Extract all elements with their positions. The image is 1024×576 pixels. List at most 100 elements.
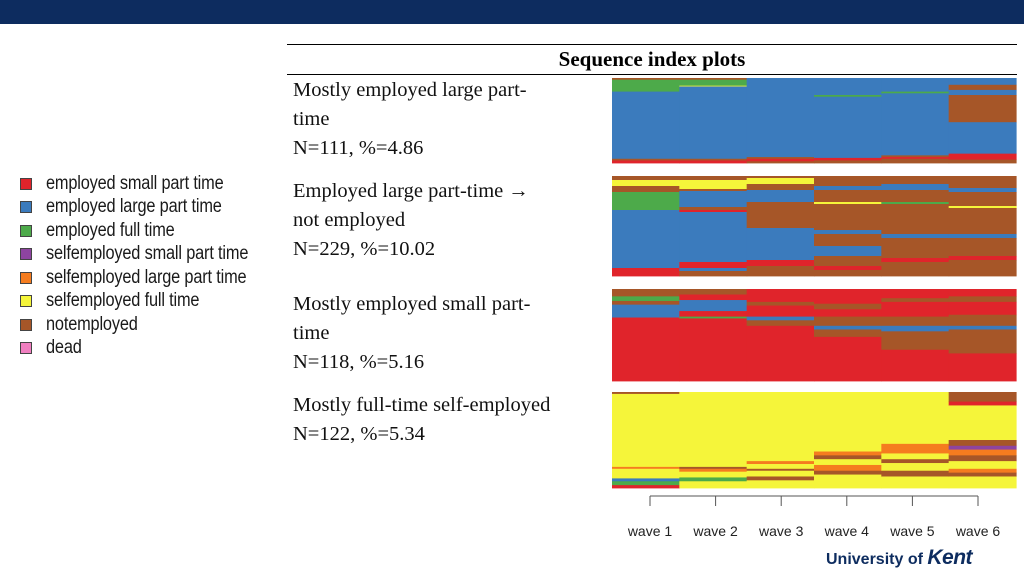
- sequence-band: [612, 192, 680, 211]
- sequence-band: [948, 476, 1017, 489]
- sequence-band: [679, 268, 748, 272]
- sequence-band: [881, 325, 950, 332]
- sequence-band: [948, 455, 1017, 462]
- sequence-band: [612, 79, 680, 92]
- sequence-band: [948, 260, 1017, 277]
- sequence-band: [612, 176, 680, 181]
- sequence-band: [814, 96, 882, 159]
- sequence-band: [679, 191, 748, 208]
- sequence-band: [814, 325, 882, 330]
- sequence-band: [746, 184, 815, 191]
- sequence-band: [746, 178, 815, 185]
- sequence-band: [881, 158, 950, 164]
- sequence-band: [679, 86, 748, 160]
- sequence-band: [612, 317, 680, 382]
- sequence-band: [881, 258, 950, 263]
- sequence-band: [679, 271, 748, 277]
- cluster-2-label: Employed large part-time → not employed …: [293, 177, 603, 264]
- sequence-band: [881, 453, 950, 460]
- sequence-band: [881, 301, 950, 317]
- legend-item-eft: employed full time: [20, 219, 281, 243]
- legend-swatch: [20, 271, 32, 284]
- sequence-band: [881, 91, 950, 94]
- sequence-band: [679, 210, 748, 213]
- sequence-band: [948, 153, 1017, 160]
- sequence-band: [746, 266, 815, 277]
- sequence-band: [679, 311, 748, 317]
- legend-label: employed large part time: [46, 196, 222, 218]
- cluster-1-stats: N=111, %=4.86: [293, 137, 424, 159]
- sequence-band: [948, 89, 1017, 96]
- sequence-band: [948, 159, 1017, 164]
- sequence-band: [814, 289, 882, 305]
- sequence-band: [881, 262, 950, 277]
- sequence-band: [814, 329, 882, 338]
- sequence-band: [881, 298, 950, 303]
- sequence-band: [948, 289, 1017, 297]
- chart-title: Sequence index plots: [558, 47, 746, 71]
- sequence-band: [948, 472, 1017, 477]
- sequence-band: [814, 474, 882, 489]
- sequence-band: [814, 336, 882, 382]
- sequence-band: [679, 392, 748, 468]
- sequence-band: [679, 176, 748, 181]
- sequence-band: [881, 78, 950, 92]
- sequence-band: [948, 468, 1017, 474]
- sequence-band: [612, 186, 680, 193]
- sequence-band: [612, 304, 680, 318]
- legend-swatch: [20, 224, 32, 237]
- legend-swatch: [20, 248, 32, 261]
- cluster-2-line: Employed large part-time →: [293, 180, 529, 202]
- sequence-band: [814, 455, 882, 460]
- sequence-band: [881, 289, 950, 299]
- legend-item-slp: selfemployed large part time: [20, 266, 281, 290]
- sequence-band: [746, 461, 815, 465]
- sequence-band: [612, 300, 680, 306]
- sequence-band: [881, 157, 950, 160]
- sequence-band: [679, 79, 748, 87]
- sequence-band: [746, 157, 815, 160]
- sequence-band: [679, 78, 748, 81]
- sequence-band: [746, 476, 815, 481]
- title-rule-top: [287, 44, 1017, 45]
- sequence-band: [612, 78, 680, 81]
- legend-swatch: [20, 201, 32, 214]
- sequence-band: [679, 180, 748, 190]
- legend-item-elp: employed large part time: [20, 196, 281, 220]
- sequence-band: [948, 301, 1017, 316]
- sequence-band: [679, 160, 748, 164]
- sequence-band: [881, 331, 950, 351]
- sequence-band: [612, 160, 680, 164]
- sequence-band: [814, 246, 882, 257]
- sequence-band: [948, 449, 1017, 456]
- sequence-band: [814, 316, 882, 327]
- sequence-band: [948, 296, 1017, 303]
- sequence-band: [746, 228, 815, 261]
- sequence-band: [746, 464, 815, 470]
- sequence-band: [948, 192, 1017, 207]
- legend: employed small part time employed large …: [20, 172, 281, 360]
- sequence-band: [814, 160, 882, 164]
- sequence-band: [612, 481, 680, 486]
- sequence-band: [746, 320, 815, 327]
- sequence-band: [612, 210, 680, 269]
- sequence-band: [679, 471, 748, 478]
- sequence-band: [948, 314, 1017, 327]
- sequence-band: [679, 85, 748, 87]
- sequence-band: [612, 466, 680, 470]
- university-logo: University of Kent: [826, 546, 973, 570]
- sequence-band: [881, 155, 950, 158]
- sequence-band: [881, 238, 950, 259]
- sequence-band: [746, 392, 815, 462]
- sequence-band: [612, 91, 680, 160]
- sequence-band: [814, 459, 882, 466]
- sequence-band: [679, 294, 748, 301]
- legend-label: selfemployed large part time: [46, 266, 247, 288]
- legend-label: dead: [46, 337, 82, 359]
- top-banner: [0, 0, 1024, 24]
- sequence-band: [814, 190, 882, 203]
- sequence-band: [746, 289, 815, 303]
- sequence-band: [746, 316, 815, 321]
- sequence-band: [881, 463, 950, 472]
